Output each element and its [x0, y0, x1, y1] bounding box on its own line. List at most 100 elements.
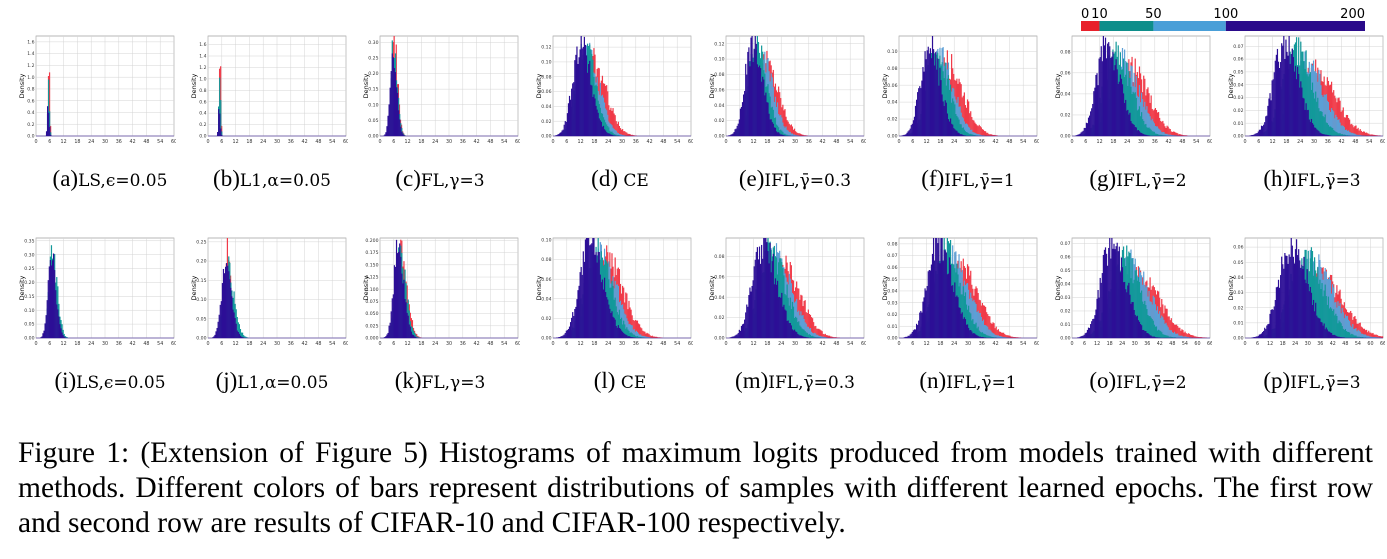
bar: [1267, 324, 1269, 338]
bar: [589, 60, 591, 136]
bar: [982, 333, 985, 338]
bar: [756, 64, 758, 136]
bar: [1154, 133, 1157, 136]
bar: [778, 86, 780, 136]
bar: [1293, 71, 1296, 136]
bar: [659, 337, 661, 338]
bar: [784, 309, 786, 338]
y-tick-label: 0.06: [541, 277, 551, 283]
bar: [1324, 329, 1326, 338]
bar: [784, 109, 786, 136]
x-tick-label: 48: [833, 139, 839, 145]
bar: [651, 335, 653, 338]
bar: [1139, 292, 1142, 338]
bar: [388, 325, 390, 338]
bar: [1113, 70, 1115, 136]
bar: [991, 323, 993, 338]
bar: [1174, 333, 1177, 338]
bar: [830, 336, 832, 338]
bar: [1120, 78, 1123, 136]
y-tick-label: 0.30: [24, 252, 34, 258]
bar: [65, 336, 67, 338]
bar: [1161, 134, 1163, 136]
bar: [1327, 135, 1330, 136]
bar: [1172, 135, 1175, 136]
bar: [1271, 80, 1273, 136]
bar: [622, 134, 624, 136]
bar: [759, 68, 762, 136]
y-tick-label: 1.6: [27, 39, 34, 45]
bar: [790, 133, 792, 136]
bar: [1368, 330, 1370, 338]
bar: [1319, 279, 1321, 338]
bar: [1353, 329, 1355, 338]
bar: [1153, 109, 1155, 136]
x-tick-label: 42: [993, 341, 999, 347]
x-tick-label: 0: [34, 341, 37, 347]
bar: [1147, 314, 1149, 338]
bar: [1251, 134, 1253, 136]
bar: [798, 133, 800, 136]
bar: [801, 134, 803, 136]
bar: [959, 134, 961, 136]
bar: [1120, 257, 1123, 338]
x-tick-label: 18: [74, 139, 80, 145]
bar: [1167, 316, 1169, 338]
bar: [1187, 333, 1189, 338]
bar: [1155, 337, 1158, 338]
subfigure-method: IFL,: [764, 171, 800, 191]
bar: [1258, 129, 1261, 136]
bar: [740, 106, 743, 136]
bar: [908, 335, 910, 338]
bar: [1130, 303, 1132, 338]
bar: [1197, 336, 1199, 338]
bar: [1356, 128, 1358, 136]
bar: [793, 134, 796, 136]
bar: [239, 335, 242, 338]
bar: [1094, 315, 1096, 338]
bar: [966, 99, 969, 136]
subfigure-letter: (f): [921, 166, 945, 191]
bar: [1350, 124, 1352, 136]
bar: [411, 334, 414, 338]
x-tick-label: 42: [647, 139, 653, 145]
bar: [1342, 328, 1344, 338]
bar: [1165, 133, 1167, 136]
bar: [408, 324, 410, 338]
bar: [810, 331, 813, 338]
bar: [1281, 43, 1283, 137]
bar: [965, 123, 968, 136]
y-tick-label: 0.03: [1060, 295, 1070, 301]
bar: [738, 329, 740, 338]
bar: [737, 123, 739, 136]
bar: [245, 336, 247, 338]
x-tick-label: 60: [515, 341, 520, 347]
bar: [987, 326, 989, 338]
subfigure-method: IFL,: [768, 373, 804, 393]
bar: [1297, 66, 1299, 136]
bar: [555, 135, 557, 136]
bar: [40, 337, 42, 338]
bar: [788, 323, 790, 338]
bar: [913, 116, 916, 136]
bar: [1265, 329, 1267, 338]
bar: [1336, 116, 1338, 136]
bar: [1144, 134, 1146, 136]
bar: [745, 312, 747, 338]
bar: [574, 60, 576, 136]
bar: [793, 329, 796, 338]
bar: [1203, 337, 1205, 338]
bar: [387, 115, 389, 136]
subfigure-method: LS,: [78, 171, 106, 191]
bar: [1257, 335, 1259, 338]
bar: [1128, 282, 1130, 338]
histogram-panel-f: 0 6 12 18 24 30 36 42 48 54 60 0.00 0.02 0.04 0.06 0.08…: [881, 34, 1041, 146]
bar: [1085, 122, 1088, 136]
bar: [635, 336, 638, 338]
bar: [821, 336, 823, 338]
bar: [45, 131, 48, 136]
bar: [628, 133, 630, 136]
x-tick-label: 0: [206, 139, 209, 145]
histogram-chart-l: 0 6 12 18 24 30 36 42 48 54 600.000.020.040.060.08…: [535, 238, 693, 347]
bar: [974, 135, 976, 136]
